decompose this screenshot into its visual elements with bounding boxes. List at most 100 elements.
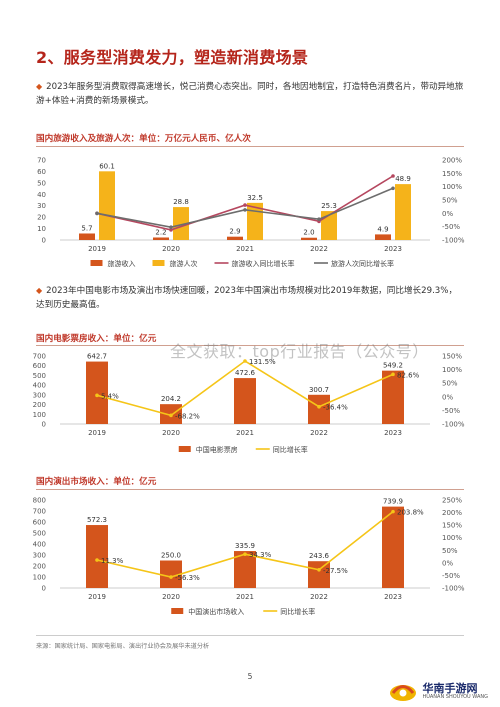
y-tick-label: 30: [37, 202, 46, 210]
bar-value-label: 472.6: [235, 369, 256, 377]
y2-tick-label: 50%: [442, 380, 458, 388]
line-value-label: 82.6%: [397, 371, 420, 379]
line-value-label: -27.5%: [323, 567, 348, 575]
paragraph-tourism: ◆ 2023年服务型消费取得高速增长，悦己消费心态突出。同时，各地因地制宜，打造特…: [36, 80, 464, 108]
line-value-label: -36.4%: [323, 404, 348, 412]
y-tick-label: 0: [42, 421, 46, 429]
y-tick-label: 0: [42, 585, 46, 593]
y-tick-label: 600: [33, 362, 46, 370]
line-value-label: 203.8%: [397, 509, 424, 517]
bar-中国电影票房: [86, 361, 108, 424]
x-tick-label: 2021: [236, 429, 254, 437]
chart-performance: 0 100 200 300 400 500 600 700 800 -100% -50% 0% 50% 1…: [33, 497, 465, 617]
x-tick-label: 2020: [162, 245, 180, 253]
y2-tick-label: 50%: [442, 547, 458, 555]
footer-rule: [36, 635, 464, 636]
y-tick-label: 700: [33, 353, 46, 361]
y2-tick-label: -50%: [442, 223, 460, 231]
y-tick-label: 200: [33, 563, 46, 571]
x-tick-label: 2020: [162, 593, 180, 601]
line-value-label: -56.3%: [175, 574, 200, 582]
bar-value-label: 5.7: [81, 224, 92, 232]
line-point: [169, 575, 173, 579]
line-value-label: 34.3%: [249, 551, 272, 559]
line-point: [243, 359, 247, 363]
line-point: [95, 558, 99, 562]
bar-value-label: 28.8: [173, 198, 189, 206]
y-tick-label: 200: [33, 401, 46, 409]
line-point: [317, 217, 321, 221]
bar-value-label: 250.0: [161, 552, 181, 560]
bar-中国演出市场收入: [382, 506, 404, 588]
bar-value-label: 2.2: [155, 228, 166, 236]
bar-value-label: 642.7: [87, 353, 107, 361]
y2-tick-label: 100%: [442, 183, 462, 191]
line-value-label: 5.4%: [101, 392, 119, 400]
x-tick-label: 2023: [384, 593, 402, 601]
x-tick-label: 2021: [236, 593, 254, 601]
line-point: [391, 186, 395, 191]
legend-label: 中国电影票房: [196, 445, 238, 454]
bar-value-label: 572.3: [87, 516, 107, 524]
x-tick-label: 2019: [88, 429, 106, 437]
bar-旅游收入: [227, 236, 243, 240]
line-point: [391, 372, 395, 377]
chart2-title-rule: [36, 345, 464, 346]
y-tick-label: 700: [33, 508, 46, 516]
chart2-title: 国内电影票房收入：单位：亿元: [36, 334, 157, 344]
y-tick-label: 40: [37, 191, 46, 199]
x-tick-label: 2019: [88, 245, 106, 253]
legend-swatch: [178, 446, 191, 452]
legend-label: 旅游人次: [170, 259, 198, 268]
site-logo[interactable]: 华南手游网 HUANAN SHOUYOU WANG: [388, 680, 488, 702]
chart-tourism: 0 10 20 30 40 50 60 70 -100% -50% 0% 50% 100% 150% 200…: [37, 157, 465, 269]
bar-中国电影票房: [234, 378, 256, 424]
line-point: [169, 413, 173, 418]
y2-tick-label: 100%: [442, 366, 462, 374]
bar-value-label: 204.2: [161, 395, 181, 403]
chart3-title: 国内演出市场收入：单位：亿元: [36, 477, 157, 487]
bar-中国演出市场收入: [160, 560, 182, 588]
y-tick-label: 0: [42, 237, 46, 245]
x-tick-label: 2019: [88, 593, 106, 601]
chart3-title-rule: [36, 489, 464, 490]
bar-旅游人次: [395, 184, 411, 240]
bar-旅游收入: [301, 237, 317, 240]
x-tick-label: 2023: [384, 429, 402, 437]
line-point: [391, 174, 395, 178]
y2-tick-label: -100%: [442, 421, 465, 429]
y2-tick-label: 150%: [442, 353, 462, 361]
y-tick-label: 300: [33, 552, 46, 560]
line-旅游人次同比增长率: [96, 187, 394, 229]
source-note: 来源：国家统计局、国家电影局、演出行业协会及展华未道分析: [36, 643, 210, 650]
bar-value-label: 2.0: [303, 229, 314, 237]
bar-中国电影票房: [308, 394, 330, 424]
logo-name: 华南手游网: [422, 681, 478, 695]
bar-value-label: 4.9: [377, 225, 388, 233]
line-value-label: 131.5%: [249, 358, 276, 366]
y-tick-label: 60: [37, 168, 46, 176]
y-tick-label: 400: [33, 541, 46, 549]
bar-value-label: 739.9: [383, 498, 403, 506]
bar-value-label: 25.3: [321, 202, 337, 210]
bar-旅游人次: [99, 171, 115, 240]
legend-swatch: [152, 260, 165, 266]
y-tick-label: 400: [33, 382, 46, 390]
y2-tick-label: 50%: [442, 197, 458, 205]
bar-value-label: 300.7: [309, 386, 329, 394]
bar-value-label: 243.6: [309, 552, 330, 560]
x-tick-label: 2020: [162, 429, 180, 437]
y2-tick-label: -100%: [442, 237, 465, 245]
line-point: [95, 393, 99, 398]
x-tick-label: 2022: [310, 593, 328, 601]
line-point: [169, 228, 173, 232]
logo-subtitle: HUANAN SHOUYOU WANG: [422, 693, 488, 700]
legend-label: 同比增长率: [280, 607, 315, 616]
y2-tick-label: 200%: [442, 157, 462, 165]
bar-旅游收入: [375, 234, 391, 240]
page-number: 5: [247, 672, 253, 681]
y2-tick-label: 100%: [442, 534, 462, 542]
y-tick-label: 300: [33, 391, 46, 399]
line-point: [243, 552, 247, 557]
y-tick-label: 70: [37, 157, 46, 165]
